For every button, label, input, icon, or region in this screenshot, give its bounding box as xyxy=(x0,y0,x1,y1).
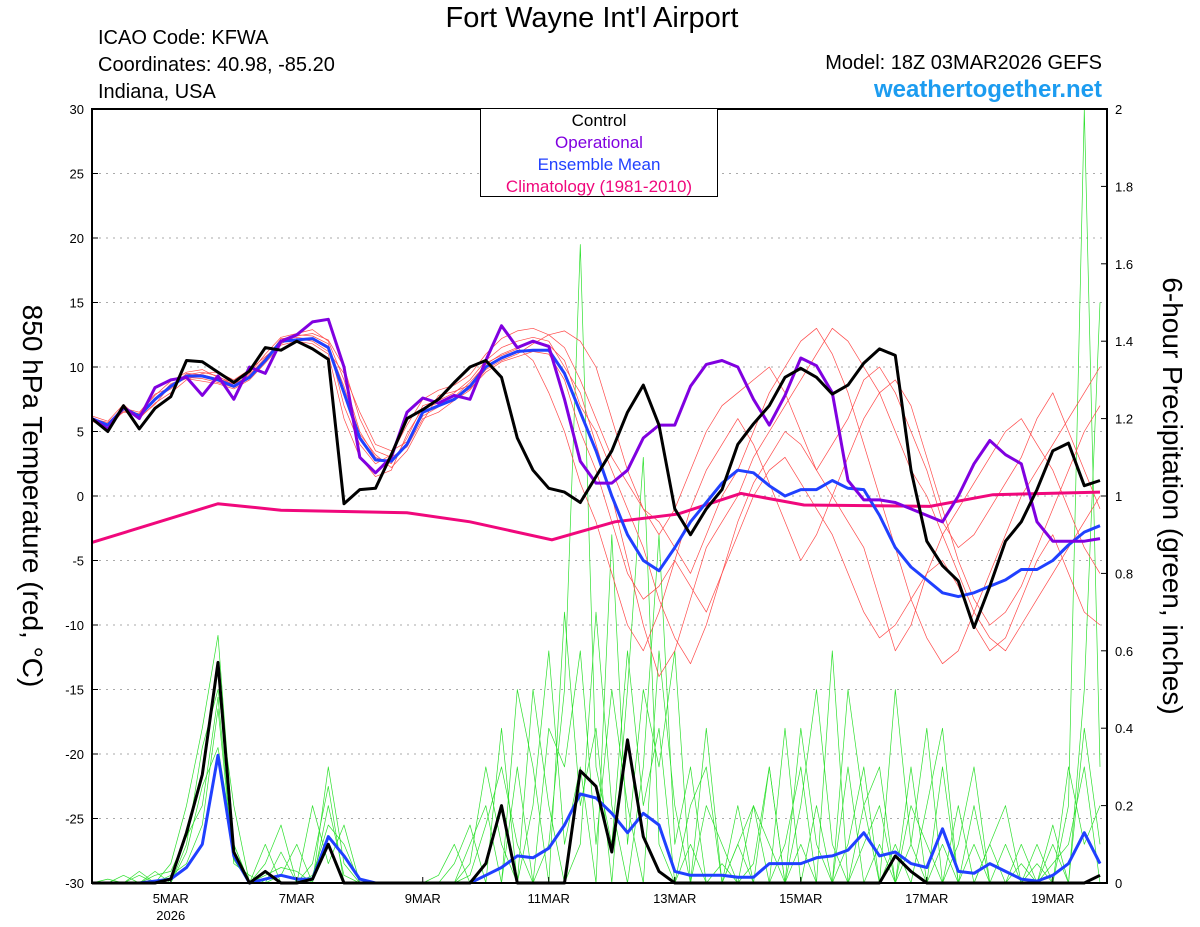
temp-control-line xyxy=(91,339,1101,630)
x-tick-label: 9MAR xyxy=(405,891,441,906)
temp-series xyxy=(91,317,1101,677)
region: Indiana, USA xyxy=(98,81,216,103)
y-right-tick-label: 0.2 xyxy=(1115,799,1133,814)
legend-control: Control xyxy=(571,111,627,130)
temp-member-line xyxy=(91,327,1101,677)
temp-mean-line xyxy=(91,337,1101,599)
legend: Control Operational Ensemble Mean Climat… xyxy=(480,108,718,197)
x-tick-year: 2026 xyxy=(156,908,185,923)
y-tick-label: 30 xyxy=(70,102,84,117)
y-right-tick-label: 1 xyxy=(1115,489,1122,504)
temp-member-line xyxy=(91,340,1101,652)
y-tick-label: -20 xyxy=(65,747,84,762)
precip-mean-line xyxy=(92,753,1102,885)
x-tick-label: 15MAR xyxy=(779,891,822,906)
x-tick-label: 17MAR xyxy=(905,891,948,906)
y-tick-label: -30 xyxy=(65,876,84,891)
axis-ticks: 302520151050-5-10-15-20-25-3021.81.61.41… xyxy=(65,102,1133,923)
x-tick-label: 7MAR xyxy=(279,891,315,906)
model-run: Model: 18Z 03MAR2026 GEFS xyxy=(825,52,1102,74)
y-right-tick-label: 0 xyxy=(1115,876,1122,891)
precip-member-line xyxy=(92,534,1101,884)
gridlines xyxy=(92,173,1107,819)
y-tick-label: -10 xyxy=(65,618,84,633)
x-tick-label: 19MAR xyxy=(1031,891,1074,906)
y-right-tick-label: 1.6 xyxy=(1115,257,1133,272)
y-right-tick-label: 2 xyxy=(1115,102,1122,117)
climatology-line xyxy=(91,490,1101,544)
y-tick-label: 15 xyxy=(70,296,84,311)
icao-code: ICAO Code: KFWA xyxy=(98,27,269,49)
y-right-tick-label: 0.8 xyxy=(1115,566,1133,581)
temp-member-line xyxy=(91,338,1101,652)
site-link[interactable]: weathertogether.net xyxy=(873,76,1102,103)
temp-member-line xyxy=(91,330,1101,652)
y-right-tick-label: 1.8 xyxy=(1115,179,1133,194)
y-right-tick-label: 1.2 xyxy=(1115,412,1133,427)
temp-member-line xyxy=(91,327,1101,665)
y-axis-title-right: 6-hour Precipitation (green, inches) xyxy=(1157,277,1188,715)
coordinates: Coordinates: 40.98, -85.20 xyxy=(98,54,335,76)
chart-title: Fort Wayne Int'l Airport xyxy=(445,2,739,34)
x-tick-label: 13MAR xyxy=(653,891,696,906)
legend-operational: Operational xyxy=(555,133,643,152)
y-tick-label: 0 xyxy=(77,489,84,504)
y-tick-label: 20 xyxy=(70,231,84,246)
precip-member-line xyxy=(92,650,1101,884)
x-tick-label: 11MAR xyxy=(528,891,570,906)
legend-mean: Ensemble Mean xyxy=(537,155,661,174)
legend-climatology: Climatology (1981-2010) xyxy=(505,177,693,196)
y-tick-label: 25 xyxy=(70,167,84,182)
y-right-tick-label: 1.4 xyxy=(1115,334,1133,349)
y-tick-label: -15 xyxy=(65,683,84,698)
x-tick-label: 5MAR xyxy=(153,891,189,906)
y-tick-label: 10 xyxy=(70,360,84,375)
y-right-tick-label: 0.6 xyxy=(1115,644,1133,659)
y-axis-title-left: 850 hPa Temperature (red, °C) xyxy=(17,304,48,688)
y-tick-label: -5 xyxy=(72,554,84,569)
y-tick-label: -25 xyxy=(65,812,84,827)
precip-member-line xyxy=(92,302,1101,884)
temp-operational-line xyxy=(91,317,1101,543)
y-right-tick-label: 0.4 xyxy=(1115,721,1133,736)
y-tick-label: 5 xyxy=(77,425,84,440)
